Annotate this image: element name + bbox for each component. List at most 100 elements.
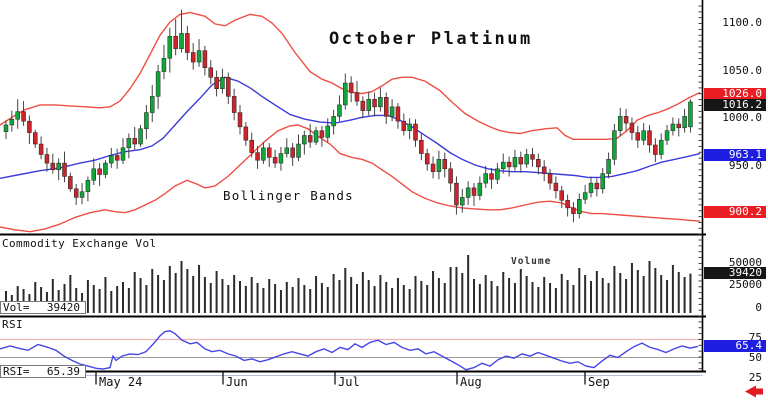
candle-down	[249, 139, 254, 153]
x-axis-label: Jun	[226, 375, 248, 389]
candle-up	[612, 130, 617, 160]
volume-bar	[543, 277, 546, 313]
volume-bar	[601, 278, 604, 313]
volume-bar	[186, 269, 189, 313]
volume-bar	[250, 277, 253, 313]
bollinger-lower-band	[0, 124, 701, 233]
candle-down	[541, 166, 547, 174]
candle-down	[448, 168, 453, 184]
volume-bar	[116, 286, 119, 313]
volume-bar	[192, 276, 195, 313]
candle-down	[214, 77, 219, 89]
volume-bar	[671, 265, 674, 313]
candle-up	[126, 138, 132, 149]
candle-down	[559, 190, 564, 201]
candle-down	[530, 154, 535, 160]
volume-bar	[86, 280, 89, 313]
candle-down	[208, 67, 213, 78]
candle-down	[419, 139, 424, 154]
volume-bar	[133, 272, 136, 313]
candle-up	[407, 123, 412, 131]
volume-bar	[379, 275, 382, 313]
volume-bar	[408, 289, 411, 313]
volume-bar	[590, 281, 592, 313]
volume-bar	[16, 286, 19, 313]
rsi-line	[0, 330, 699, 371]
volume-bar	[344, 268, 347, 313]
price-axis-label: 1050.0	[722, 63, 762, 77]
candle-up	[302, 135, 307, 145]
volume-bar	[274, 284, 277, 313]
volume-bar	[549, 283, 552, 313]
volume-bar	[508, 278, 511, 313]
candle-up	[577, 199, 582, 214]
candle-up	[15, 111, 20, 120]
candle-up	[501, 161, 506, 170]
candle-down	[44, 154, 50, 164]
volume-bar	[221, 279, 224, 313]
candle-down	[114, 155, 120, 161]
volume-bar	[198, 265, 201, 313]
volume-bar	[537, 287, 540, 313]
candle-down	[384, 97, 389, 117]
last-rsi-badge: 65.4	[704, 340, 766, 352]
volume-bar	[297, 278, 300, 313]
volume-bar	[262, 288, 265, 313]
volume-bar	[502, 272, 505, 313]
volume-bar	[385, 282, 388, 313]
candle-down	[653, 144, 658, 155]
candle-down	[536, 159, 541, 168]
candle-up	[389, 106, 395, 117]
candle-down	[255, 152, 260, 161]
volume-bar	[636, 270, 639, 313]
candle-up	[85, 180, 91, 192]
candle-down	[647, 130, 652, 146]
candle-down	[489, 173, 494, 180]
candle-up	[313, 130, 319, 143]
volume-bar	[584, 275, 587, 313]
volume-bar	[338, 280, 341, 313]
volume-bar	[595, 271, 598, 313]
candle-down	[21, 111, 26, 122]
volume-readout-label: Vol=	[3, 301, 30, 314]
candle-up	[331, 116, 336, 127]
volume-bar	[525, 276, 528, 313]
volume-bar	[560, 274, 563, 313]
candle-up	[641, 130, 646, 141]
volume-bar	[677, 272, 680, 313]
candle-down	[173, 36, 178, 49]
candle-down	[629, 122, 635, 133]
candle-up	[618, 116, 623, 131]
candles-group	[3, 9, 693, 223]
candle-down	[27, 120, 32, 133]
candle-down	[454, 182, 459, 206]
candle-down	[73, 188, 79, 198]
volume-bar	[420, 281, 423, 313]
candle-up	[79, 191, 85, 198]
volume-bar	[513, 283, 516, 313]
volume-bar	[496, 286, 499, 313]
candle-up	[150, 96, 155, 113]
volume-bar	[367, 280, 370, 313]
volume-bar	[145, 285, 148, 313]
volume-bar	[396, 278, 399, 313]
volume-bar	[350, 277, 353, 313]
candle-up	[337, 104, 342, 117]
volume-bar	[607, 283, 610, 313]
volume-bar	[98, 289, 101, 313]
volume-axis-label: 50000	[728, 255, 762, 269]
volume-bar	[654, 268, 657, 313]
volume-bar	[180, 261, 183, 313]
volume-bar	[174, 273, 177, 313]
candle-up	[179, 33, 184, 49]
volume-bar	[34, 282, 37, 313]
candle-up	[682, 116, 687, 129]
candle-down	[50, 162, 56, 171]
candle-down	[571, 207, 576, 214]
candle-up	[477, 182, 483, 196]
volume-bar	[51, 279, 54, 313]
volume-bar	[473, 279, 475, 313]
volume-bar	[326, 287, 329, 313]
candle-up	[495, 168, 500, 180]
candle-up	[465, 187, 471, 198]
